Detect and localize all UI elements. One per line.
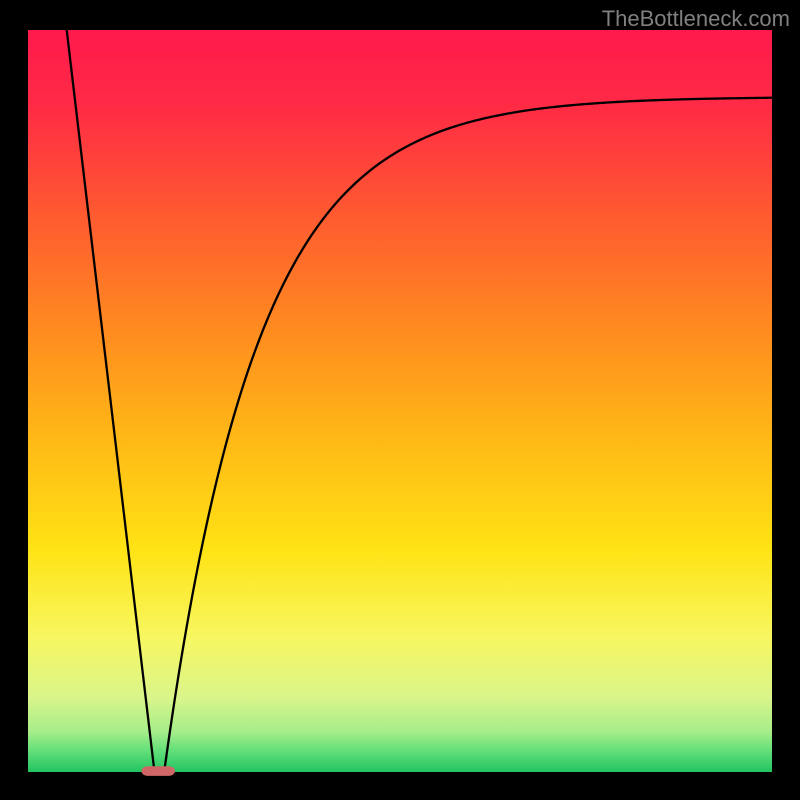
watermark-label: TheBottleneck.com <box>602 6 790 32</box>
chart-svg <box>0 0 800 800</box>
plot-background <box>28 30 772 772</box>
optimal-marker <box>141 766 174 776</box>
bottleneck-chart: TheBottleneck.com <box>0 0 800 800</box>
